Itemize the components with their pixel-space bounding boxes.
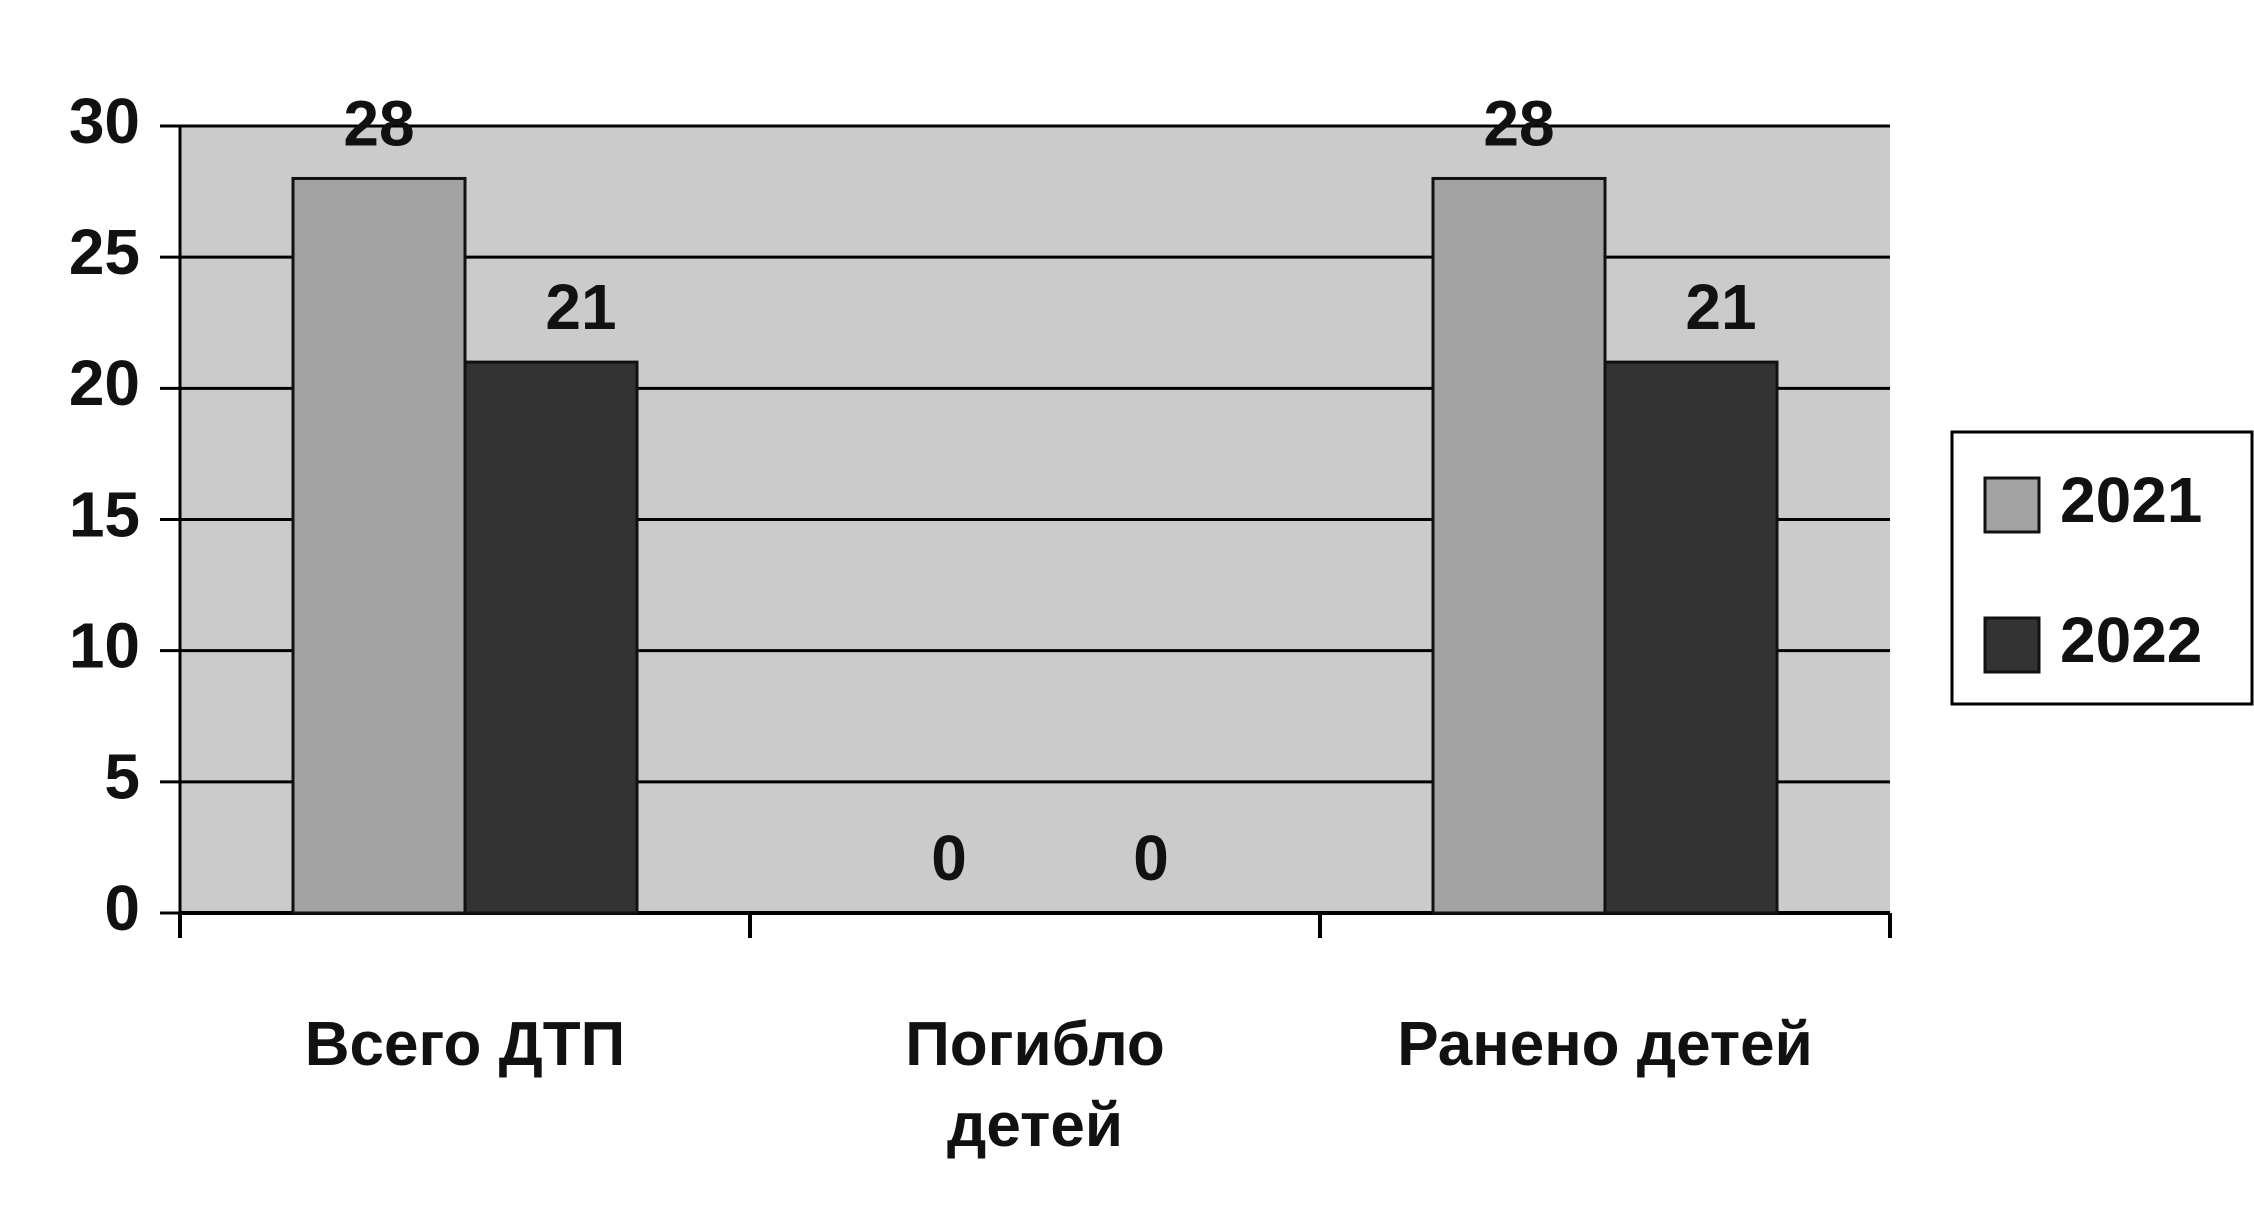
- x-tick-label: Ранено детей: [1397, 1010, 1813, 1079]
- bar: [291, 176, 467, 915]
- legend-label: 2021: [2060, 464, 2202, 536]
- y-tick-label: 25: [69, 216, 140, 288]
- bar: [463, 360, 639, 915]
- data-label: 0: [1133, 822, 1169, 894]
- legend-swatch: [1983, 476, 2041, 534]
- data-label: 0: [931, 822, 967, 894]
- data-label: 28: [1483, 87, 1554, 159]
- bar: [1603, 360, 1779, 915]
- y-tick-label: 10: [69, 610, 140, 682]
- y-tick-label: 15: [69, 478, 140, 550]
- y-tick-label: 20: [69, 347, 140, 419]
- legend-label: 2022: [2060, 604, 2202, 676]
- x-tick-label: Всего ДТП: [304, 1010, 626, 1079]
- y-tick-label: 30: [69, 85, 140, 157]
- y-tick-label: 5: [104, 741, 140, 813]
- data-label: 28: [343, 87, 414, 159]
- legend-swatch: [1983, 616, 2041, 674]
- x-tick-label: Погибло детей: [905, 1010, 1165, 1160]
- data-label: 21: [545, 271, 616, 343]
- data-label: 21: [1685, 271, 1756, 343]
- bar: [1431, 176, 1607, 915]
- y-tick-label: 0: [104, 872, 140, 944]
